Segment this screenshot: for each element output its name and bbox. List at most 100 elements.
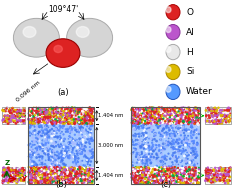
Point: [62, 152, 67, 155]
Point: [67, 108, 71, 111]
Point: [167, 178, 171, 181]
Point: [196, 111, 200, 114]
Point: [179, 160, 183, 163]
Point: [80, 147, 84, 150]
Point: [140, 180, 144, 184]
Point: [159, 115, 163, 119]
Point: [142, 179, 146, 182]
Point: [51, 169, 55, 172]
Point: [52, 178, 56, 181]
Point: [29, 160, 33, 163]
Point: [210, 180, 214, 183]
Point: [213, 168, 217, 171]
Point: [56, 161, 60, 164]
Point: [43, 112, 47, 115]
Point: [147, 167, 151, 170]
Point: [54, 112, 58, 115]
Point: [60, 120, 64, 123]
Point: [39, 109, 43, 112]
Point: [11, 175, 15, 178]
Point: [28, 178, 32, 181]
Point: [165, 177, 169, 180]
Point: [56, 172, 60, 175]
Point: [147, 144, 151, 147]
Point: [70, 140, 74, 143]
Point: [171, 141, 175, 144]
Point: [181, 175, 185, 178]
Point: [150, 120, 154, 123]
Point: [52, 119, 56, 122]
Point: [23, 172, 27, 175]
Point: [185, 154, 189, 157]
Point: [175, 177, 179, 180]
Point: [174, 146, 178, 149]
Point: [44, 142, 48, 145]
Point: [56, 167, 60, 170]
Point: [169, 117, 173, 120]
Point: [133, 126, 137, 129]
Point: [224, 119, 228, 122]
Point: [16, 173, 20, 176]
Point: [213, 119, 217, 122]
Point: [173, 169, 177, 172]
Point: [181, 119, 185, 122]
Point: [57, 166, 61, 169]
Point: [68, 146, 72, 149]
Point: [84, 155, 88, 158]
Point: [152, 174, 156, 177]
Point: [137, 118, 141, 121]
Point: [86, 152, 90, 155]
Point: [64, 115, 68, 118]
Point: [2, 168, 6, 171]
Point: [166, 115, 170, 119]
Point: [176, 175, 180, 178]
Point: [71, 148, 75, 151]
Point: [150, 106, 154, 109]
Point: [74, 157, 78, 160]
Point: [188, 109, 192, 112]
Point: [70, 166, 74, 169]
Point: [56, 109, 60, 112]
Point: [131, 171, 135, 174]
Point: [58, 124, 62, 127]
Point: [154, 143, 158, 146]
Point: [1, 179, 5, 182]
Point: [55, 114, 59, 117]
Point: [51, 163, 55, 166]
Point: [45, 132, 49, 136]
Point: [181, 118, 185, 121]
Point: [45, 110, 49, 113]
Point: [149, 182, 153, 185]
Point: [80, 167, 84, 170]
Point: [136, 170, 140, 173]
Point: [50, 114, 54, 117]
Point: [179, 182, 183, 185]
Circle shape: [46, 39, 80, 67]
Point: [44, 153, 48, 156]
Point: [140, 125, 144, 128]
Point: [9, 119, 13, 122]
Point: [172, 132, 176, 135]
Point: [193, 124, 197, 127]
Point: [53, 108, 57, 112]
Point: [147, 121, 151, 124]
Point: [147, 117, 151, 120]
Point: [197, 107, 201, 110]
Point: [85, 115, 89, 118]
Point: [47, 174, 51, 177]
Point: [21, 179, 25, 182]
Point: [214, 109, 218, 112]
Point: [147, 118, 151, 121]
Point: [41, 119, 45, 122]
Point: [134, 120, 138, 123]
Point: [207, 108, 211, 111]
Point: [179, 172, 183, 175]
Point: [159, 180, 163, 184]
Point: [168, 157, 172, 160]
Point: [197, 177, 201, 180]
Point: [134, 121, 138, 124]
Point: [18, 109, 22, 112]
Point: [18, 116, 22, 119]
Point: [204, 115, 208, 118]
Point: [84, 114, 88, 117]
